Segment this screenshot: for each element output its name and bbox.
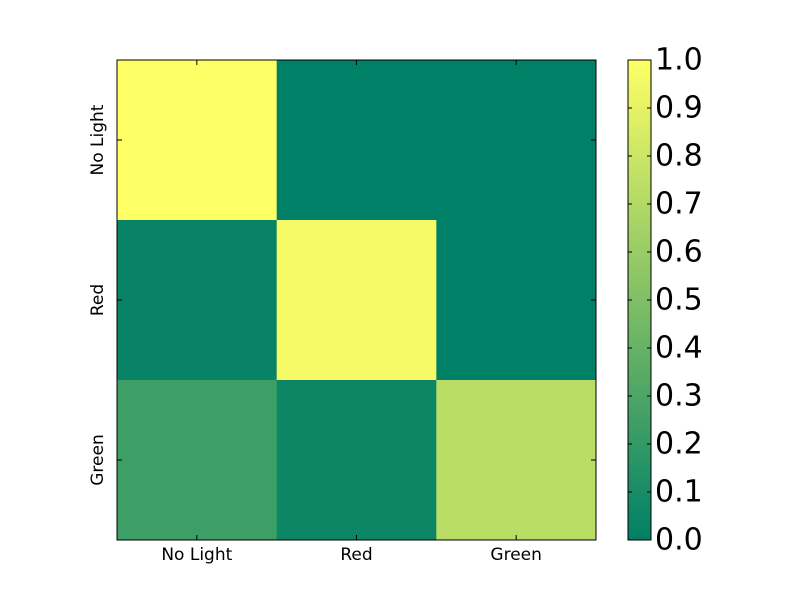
heatmap-cell	[117, 220, 278, 381]
heatmap-cell	[117, 60, 278, 221]
colorbar-tick-label: 1.0	[655, 43, 703, 78]
colorbar-tick-label: 0.8	[655, 139, 703, 174]
x-tick-label: Red	[340, 545, 372, 565]
x-tick-label: No Light	[161, 545, 232, 565]
heatmap-cell	[276, 220, 437, 381]
colorbar-tick-label: 0.5	[655, 283, 703, 318]
y-tick-label: Red	[88, 284, 108, 316]
x-tick-label: Green	[490, 545, 541, 565]
y-tick-label: Green	[88, 434, 108, 485]
heatmap-cell	[436, 220, 597, 381]
colorbar-tick-label: 0.1	[655, 475, 703, 510]
colorbar-tick-label: 0.4	[655, 331, 703, 366]
heatmap-cell	[436, 380, 597, 541]
colorbar-tick-label: 0.9	[655, 91, 703, 126]
heatmap-cell	[436, 60, 597, 221]
heatmap-cell	[117, 380, 278, 541]
heatmap-cell	[276, 380, 437, 541]
colorbar-tick-label: 0.3	[655, 379, 703, 414]
y-tick-label: No Light	[88, 104, 108, 175]
colorbar-tick-label: 0.0	[655, 523, 703, 558]
colorbar-tick-label: 0.7	[655, 187, 703, 222]
colorbar-tick-label: 0.2	[655, 427, 703, 462]
heatmap-cell	[276, 60, 437, 221]
colorbar-tick-label: 0.6	[655, 235, 703, 270]
